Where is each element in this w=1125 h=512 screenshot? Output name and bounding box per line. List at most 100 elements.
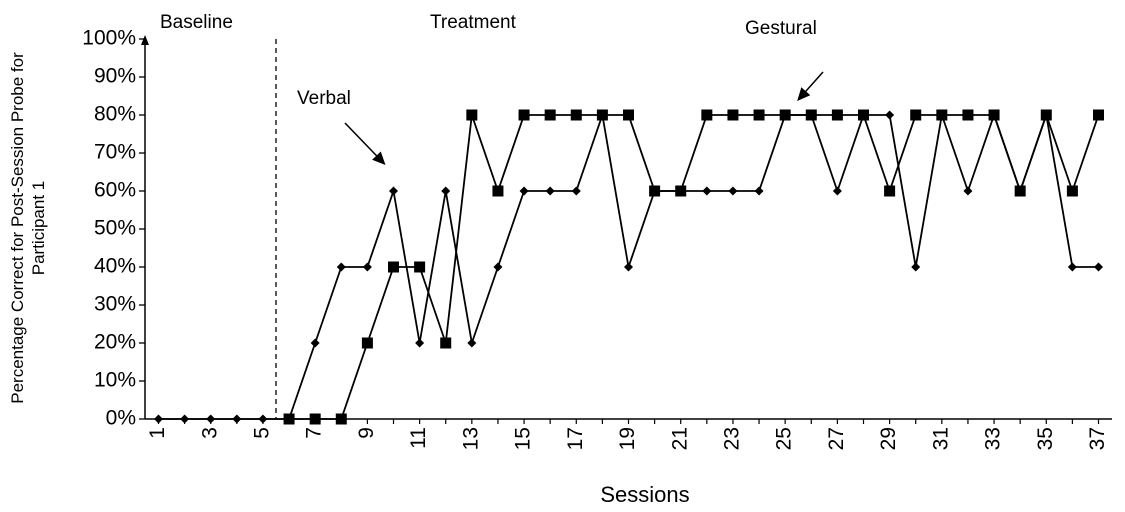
data-point-square (544, 109, 556, 121)
data-point-diamond (754, 186, 764, 196)
y-axis-title-line-1: Percentage Correct for Post-Session Prob… (8, 52, 27, 404)
data-point-diamond (441, 186, 451, 196)
data-point-square (962, 109, 974, 121)
arrowhead-verbal (372, 151, 386, 165)
data-point-square (388, 261, 399, 273)
data-point-square (858, 109, 869, 121)
arrowhead-gestural (797, 87, 811, 101)
series-square (283, 109, 1104, 425)
x-tick-label: 29 (877, 427, 900, 450)
data-point-diamond (571, 186, 581, 196)
data-point-square (309, 413, 321, 425)
data-point-diamond (832, 186, 842, 196)
y-tick-label: 20% (94, 331, 136, 354)
x-tick-label: 13 (459, 427, 482, 450)
series-line-square (289, 112, 1100, 420)
data-point-diamond (206, 414, 216, 424)
data-point-square (884, 185, 896, 197)
y-axis-ticks: 0% 10% 20% 30% 40% 50% 60% 70% 80% 90% 100% (82, 27, 145, 430)
x-tick-label: 11 (407, 427, 430, 449)
data-point-square (570, 109, 582, 121)
x-tick-label: 35 (1034, 427, 1057, 450)
data-point-square (805, 109, 817, 121)
y-tick-label: 80% (94, 103, 136, 126)
y-axis-arrowhead (141, 35, 149, 45)
arrow-verbal (344, 122, 381, 160)
data-point-diamond (415, 338, 425, 348)
x-tick-label: 25 (773, 427, 796, 450)
x-tick-label: 27 (825, 427, 848, 450)
annotation-gestural: Gestural (745, 18, 817, 39)
series-layer (154, 109, 1104, 425)
data-point-diamond (336, 262, 346, 272)
series-diamond (154, 110, 1103, 424)
data-point-diamond (258, 414, 268, 424)
y-axis-title-line-2: Participant 1 (29, 181, 48, 276)
data-point-square (1093, 109, 1104, 121)
y-tick-label: 10% (94, 369, 136, 392)
x-tick-label: 15 (512, 427, 535, 450)
data-point-square (831, 109, 843, 121)
data-point-diamond (702, 186, 712, 196)
data-point-square (910, 109, 922, 121)
data-point-diamond (154, 414, 163, 424)
data-point-square (440, 337, 452, 349)
data-point-diamond (545, 186, 555, 196)
data-point-diamond (1094, 262, 1103, 272)
data-point-square (492, 185, 504, 197)
data-point-diamond (963, 186, 973, 196)
data-point-square (414, 261, 426, 273)
data-point-diamond (885, 110, 895, 120)
y-tick-label: 30% (94, 293, 136, 316)
data-point-square (753, 109, 765, 121)
data-point-diamond (389, 186, 398, 196)
annotation-verbal: Verbal (297, 88, 351, 109)
data-point-square (1014, 185, 1026, 197)
data-point-diamond (232, 414, 242, 424)
data-point-square (1066, 185, 1078, 197)
y-tick-label: 60% (94, 179, 136, 202)
data-point-square (596, 109, 608, 121)
data-point-diamond (310, 338, 320, 348)
data-point-square (1040, 109, 1052, 121)
y-tick-label: 70% (94, 141, 136, 164)
phase-label-baseline: Baseline (160, 12, 233, 33)
data-point-square (675, 185, 687, 197)
data-point-square (779, 109, 791, 121)
x-tick-label: 3 (198, 427, 221, 439)
data-point-square (335, 413, 347, 425)
x-tick-label: 31 (929, 427, 952, 450)
data-point-diamond (180, 414, 190, 424)
data-point-diamond (493, 262, 503, 272)
x-tick-label: 17 (564, 427, 587, 450)
x-tick-label: 21 (668, 427, 691, 450)
data-point-diamond (728, 186, 738, 196)
y-tick-label: 100% (82, 27, 136, 50)
x-axis-title: Sessions (600, 482, 689, 507)
data-point-square (936, 109, 948, 121)
data-point-diamond (911, 262, 921, 272)
data-point-diamond (519, 186, 529, 196)
data-point-square (623, 109, 634, 121)
data-point-square (466, 109, 478, 121)
data-point-square (727, 109, 739, 121)
x-tick-label: 37 (1086, 427, 1109, 450)
x-tick-label: 19 (616, 427, 639, 450)
data-point-square (701, 109, 713, 121)
data-point-diamond (467, 338, 477, 348)
data-point-square (283, 413, 295, 425)
data-point-square (518, 109, 530, 121)
data-point-diamond (1067, 262, 1077, 272)
x-tick-label: 9 (355, 427, 378, 439)
y-tick-label: 0% (106, 407, 136, 430)
phase-label-treatment: Treatment (430, 12, 517, 33)
x-tick-label: 5 (250, 427, 273, 439)
data-point-diamond (362, 262, 372, 272)
x-tick-label: 1 (146, 427, 169, 439)
data-point-diamond (624, 262, 633, 272)
x-tick-label: 23 (720, 427, 743, 450)
y-tick-label: 90% (94, 65, 136, 88)
x-tick-label: 7 (303, 427, 326, 439)
x-tick-label: 33 (982, 427, 1005, 450)
